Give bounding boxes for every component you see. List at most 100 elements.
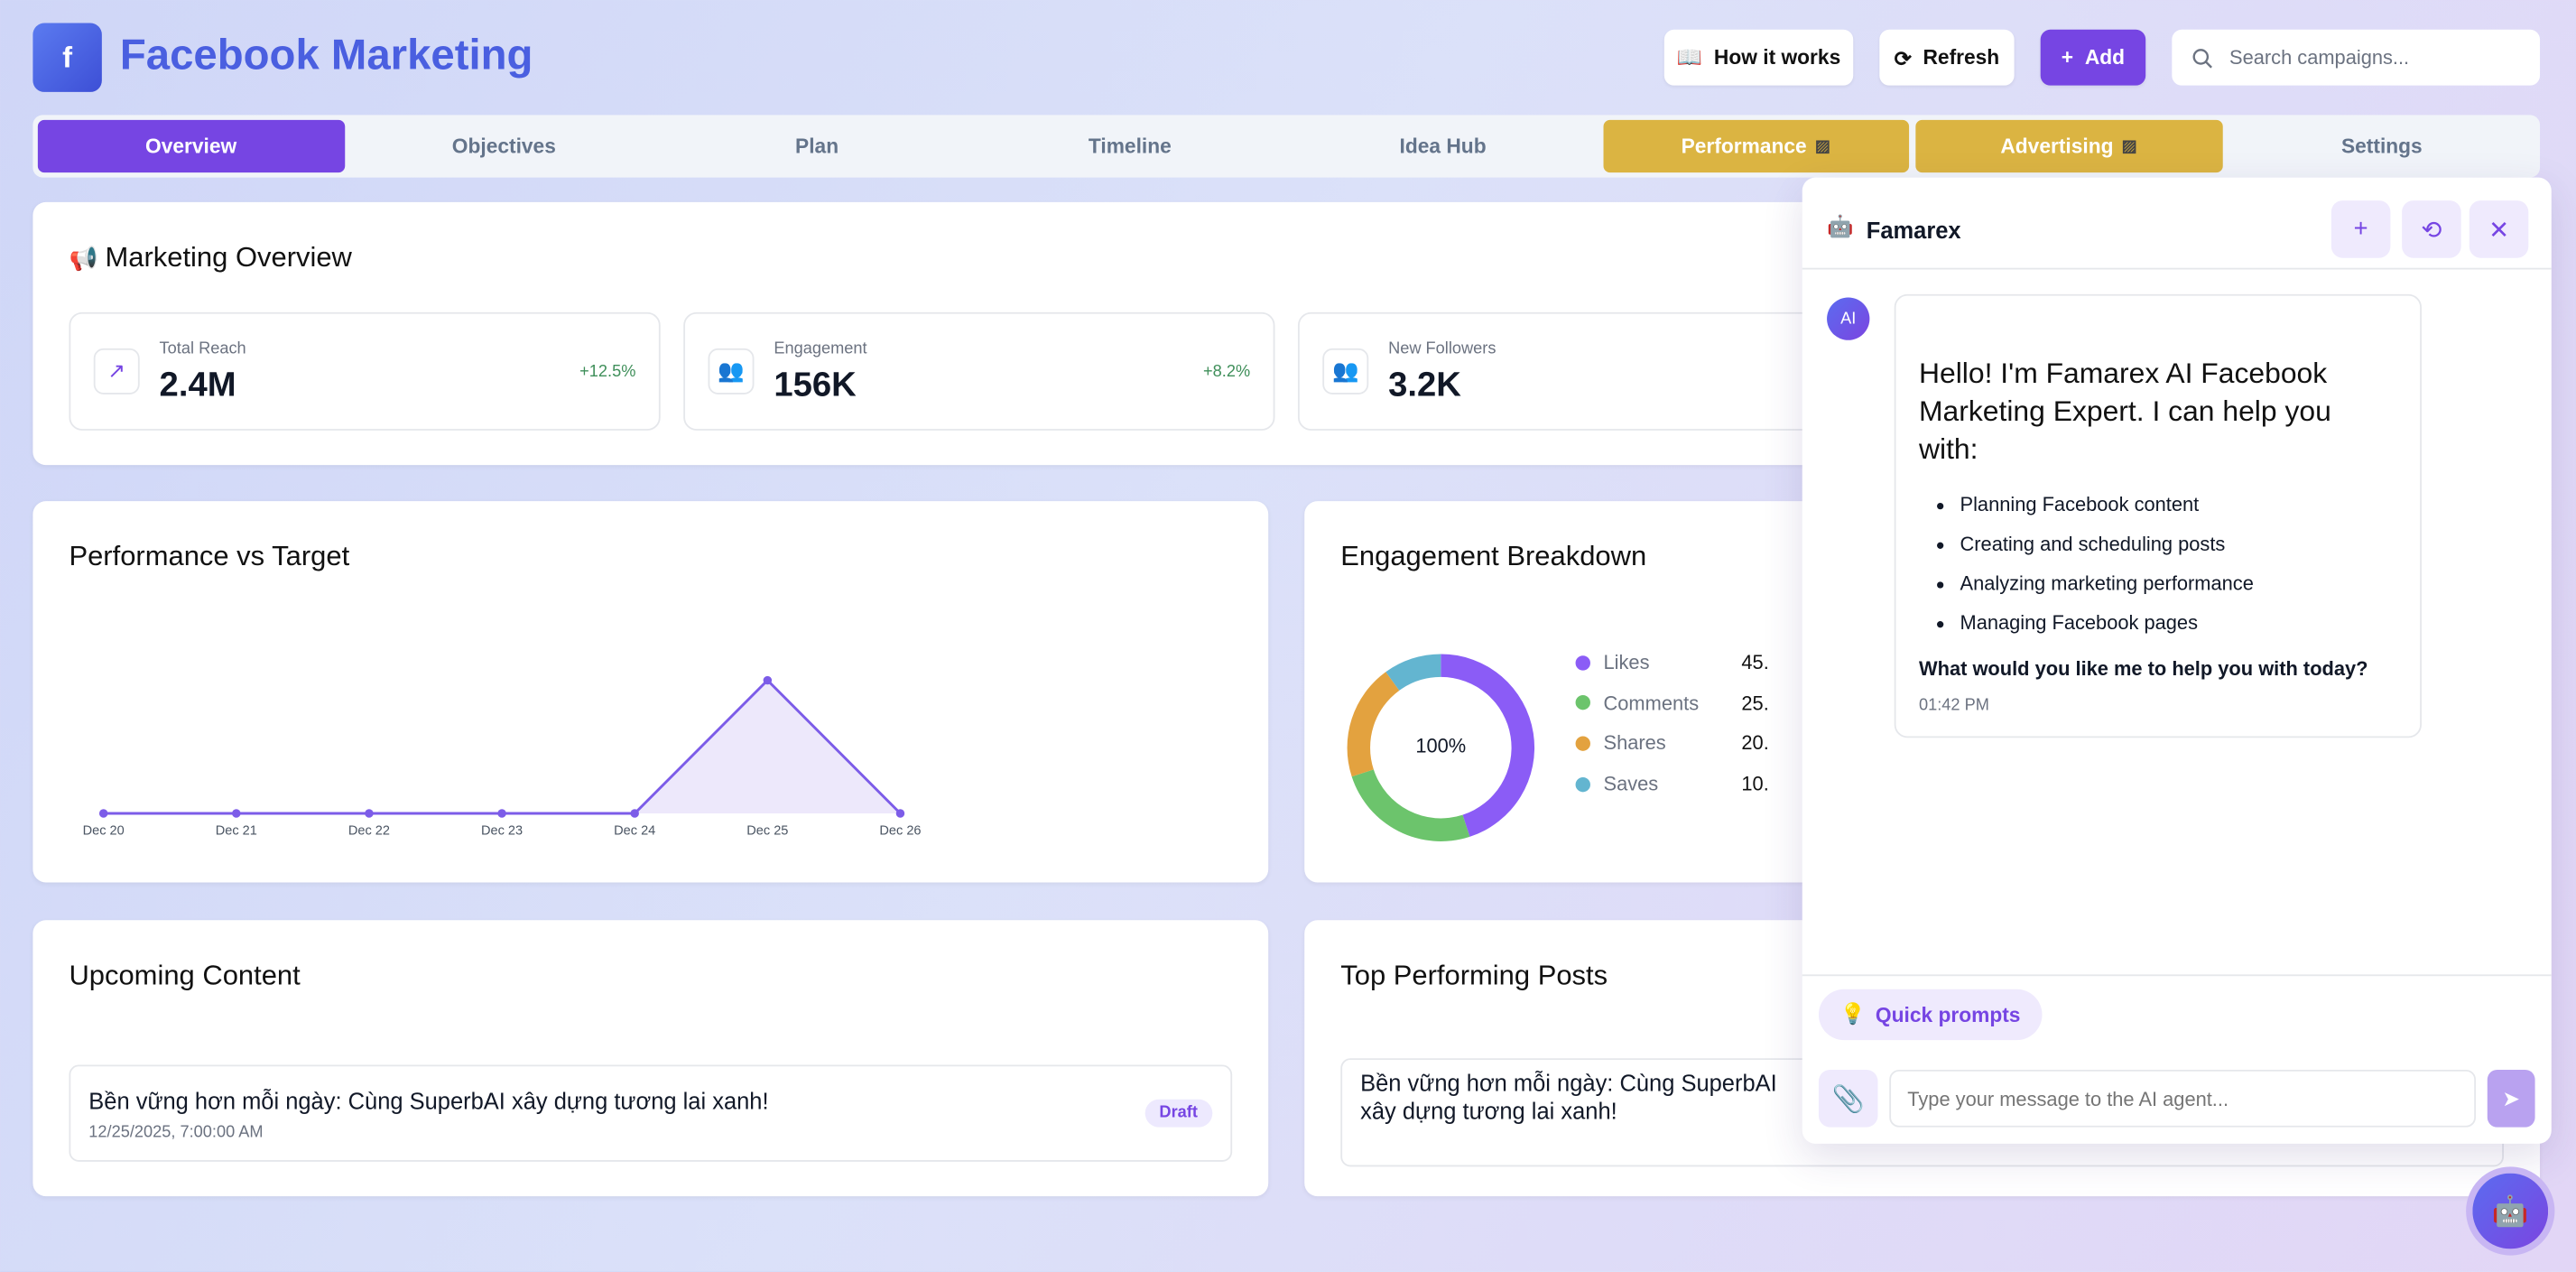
chat-title: Famarex [1866, 217, 1961, 244]
legend-dot [1575, 736, 1590, 751]
history-icon: ⟲ [2421, 216, 2442, 245]
donut-slice-shares [1347, 672, 1400, 777]
upcoming-title: Upcoming Content [69, 959, 301, 991]
refresh-button[interactable]: ⟳ Refresh [1879, 29, 2015, 86]
capability-item: Analyzing marketing performance [1960, 563, 2396, 603]
x-tick-label: Dec 22 [348, 824, 390, 839]
tab-performance[interactable]: Performance ▨ [1602, 119, 1910, 173]
how-it-works-label: How it works [1713, 45, 1841, 70]
stat-value: 156K [774, 366, 857, 404]
assistant-message: Hello! I'm Famarex AI Facebook Marketing… [1894, 293, 2422, 738]
capability-list: Planning Facebook content Creating and s… [1960, 485, 2396, 643]
engagement-chart-title: Engagement Breakdown [1340, 540, 1647, 572]
question-text: What would you like me to help you with … [1918, 657, 2368, 681]
donut-center-label: 100% [1415, 734, 1467, 758]
plus-icon: + [2061, 45, 2074, 70]
search-box[interactable] [2172, 29, 2541, 86]
chat-panel: 🤖 Famarex + ⟲ ✕ AI Hello! I'm Famarex AI… [1802, 177, 2552, 1144]
how-it-works-button[interactable]: 📖 How it works [1663, 29, 1854, 86]
stat-engagement: 👥 Engagement 156K +8.2% [683, 311, 1275, 431]
data-point [98, 809, 108, 818]
legend-dot [1575, 655, 1590, 670]
list-item[interactable]: Bền vững hơn mỗi ngày: Cùng SuperbAI xây… [69, 1064, 1233, 1162]
search-icon [2192, 48, 2212, 68]
upcoming-content-card: Upcoming Content Bền vững hơn mỗi ngày: … [32, 920, 1269, 1197]
robot-icon: 🤖 [1827, 213, 1854, 238]
data-point [630, 809, 639, 818]
construction-icon: ▨ [2121, 136, 2137, 156]
legend-value: 10. [1741, 772, 1769, 796]
attach-button[interactable]: 📎 [1818, 1069, 1878, 1128]
x-tick-label: Dec 20 [83, 824, 125, 839]
post-date: 12/25/2025, 7:00:00 AM [88, 1124, 264, 1143]
donut-slice-comments [1351, 769, 1470, 841]
legend-value: 45. [1741, 650, 1769, 674]
legend-label: Shares [1603, 731, 1666, 756]
data-point [763, 675, 773, 685]
capability-item: Creating and scheduling posts [1960, 525, 2396, 564]
book-icon: 📖 [1676, 45, 1703, 69]
stat-label: New Followers [1388, 339, 1496, 358]
add-label: Add [2084, 45, 2126, 70]
stat-change: +8.2% [1203, 363, 1251, 382]
tab-performance-label: Performance [1681, 135, 1807, 158]
legend-value: 25. [1741, 691, 1769, 715]
legend-dot [1575, 776, 1590, 792]
stat-value: 3.2K [1388, 366, 1461, 404]
tab-objectives[interactable]: Objectives [451, 135, 556, 158]
tab-overview[interactable]: Overview [37, 119, 345, 173]
message-timestamp: 01:42 PM [1918, 696, 1989, 715]
robot-icon: 🤖 [2491, 1193, 2529, 1227]
capability-item: Managing Facebook pages [1960, 603, 2396, 643]
search-input[interactable] [2229, 45, 2525, 70]
quick-prompts-button[interactable]: 💡 Quick prompts [1818, 989, 2043, 1041]
send-button[interactable]: ➤ [2487, 1069, 2535, 1128]
construction-icon: ▨ [1814, 136, 1831, 156]
x-tick-label: Dec 25 [746, 824, 788, 839]
tab-idea-hub[interactable]: Idea Hub [1399, 135, 1487, 158]
legend-item: Likes [1575, 650, 1650, 674]
data-point [365, 809, 374, 818]
chat-header: 🤖 Famarex + ⟲ ✕ [1802, 178, 2552, 270]
lightbulb-icon: 💡 [1839, 1002, 1866, 1026]
donut-slice-likes [1441, 654, 1535, 837]
performance-chart-title: Performance vs Target [69, 540, 350, 572]
legend-label: Saves [1603, 772, 1659, 796]
tab-settings[interactable]: Settings [2340, 135, 2423, 158]
paperclip-icon: 📎 [1831, 1085, 1865, 1114]
new-chat-button[interactable]: + [2330, 200, 2391, 258]
performance-line-chart: Dec 20 Dec 21 Dec 22 Dec 23 Dec 24 Dec 25 Dec … [83, 675, 922, 839]
tab-bar: Overview Objectives Plan Timeline Idea H… [32, 115, 2541, 178]
close-icon: ✕ [2488, 216, 2509, 245]
line-area [103, 680, 901, 813]
tab-advertising-label: Advertising [2000, 135, 2114, 158]
legend-item: Saves [1575, 772, 1659, 796]
chat-toggle-button[interactable]: 🤖 [2466, 1166, 2555, 1256]
data-point [232, 809, 241, 818]
stat-new-followers: 👥 New Followers 3.2K [1297, 311, 1890, 431]
greeting-text: Hello! I'm Famarex AI Facebook Marketing… [1918, 356, 2331, 466]
legend-item: Comments [1575, 691, 1700, 715]
refresh-icon: ⟳ [1894, 46, 1912, 70]
refresh-label: Refresh [1923, 45, 2000, 70]
history-button[interactable]: ⟲ [2402, 200, 2461, 258]
legend-label: Likes [1603, 650, 1650, 674]
tab-plan[interactable]: Plan [795, 135, 839, 158]
x-tick-label: Dec 21 [216, 824, 257, 839]
tab-advertising[interactable]: Advertising ▨ [1915, 119, 2222, 173]
data-point [895, 809, 905, 818]
tab-timeline[interactable]: Timeline [1088, 135, 1172, 158]
engagement-donut-chart [1347, 654, 1535, 841]
facebook-logo-icon: f [32, 23, 102, 92]
stat-label: Engagement [774, 339, 867, 358]
divider [1802, 974, 2552, 977]
close-button[interactable]: ✕ [2469, 200, 2529, 258]
chat-message-input[interactable] [1889, 1069, 2477, 1128]
stat-value: 2.4M [159, 366, 236, 404]
plus-icon: + [2353, 215, 2368, 244]
legend-item: Shares [1575, 731, 1666, 756]
capability-item: Planning Facebook content [1960, 485, 2396, 525]
add-button[interactable]: + Add [2040, 29, 2146, 86]
stat-change: +12.5% [579, 363, 636, 382]
legend-label: Comments [1603, 691, 1700, 715]
